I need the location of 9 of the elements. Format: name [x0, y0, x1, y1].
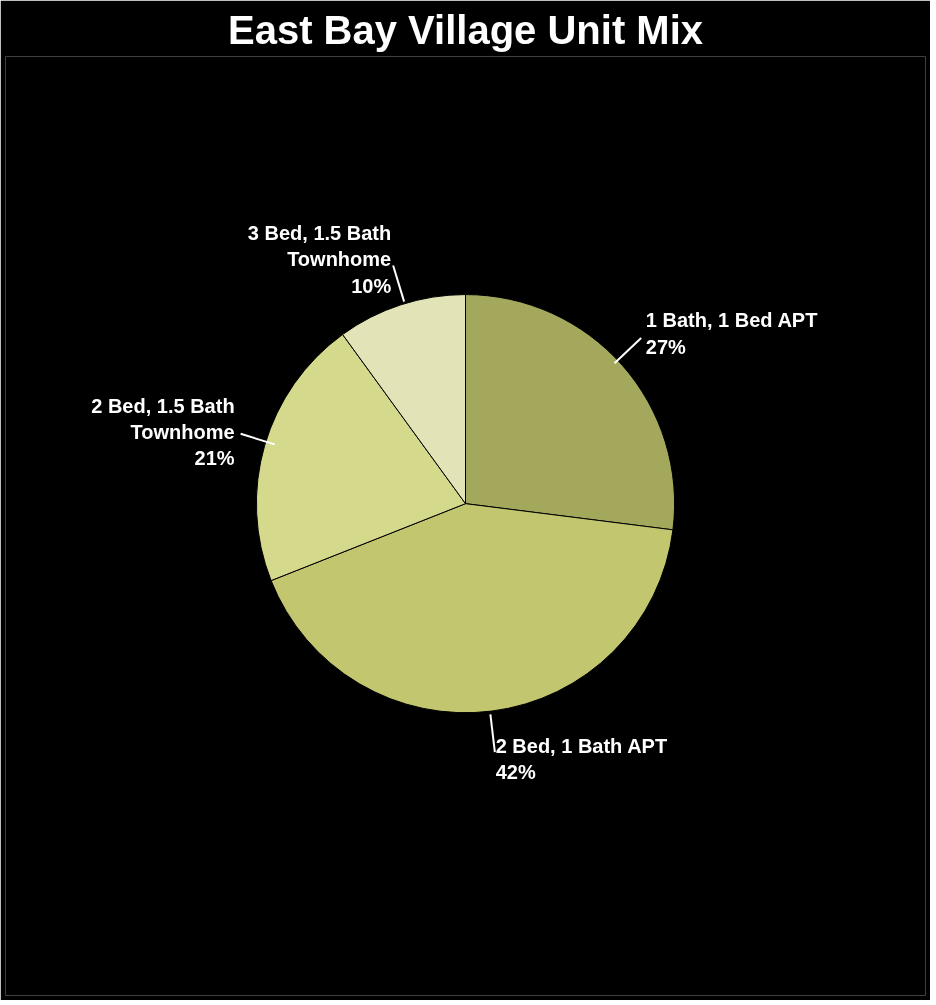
data-label: 27% [645, 335, 687, 358]
chart-title: East Bay Village Unit Mix [228, 7, 703, 52]
slice-label: 2 Bed, 1 Bath APT [495, 734, 668, 757]
slice-label: 3 Bed, 1.5 Bath Townhome [247, 221, 392, 271]
data-label: 10% [351, 274, 392, 297]
data-label: 42% [495, 760, 536, 783]
slice-label: 2 Bed, 1.5 Bath Townhome [91, 394, 235, 443]
slice-label: 1 Bath, 1 Bed APT [645, 309, 818, 332]
data-label: 21% [194, 447, 235, 470]
